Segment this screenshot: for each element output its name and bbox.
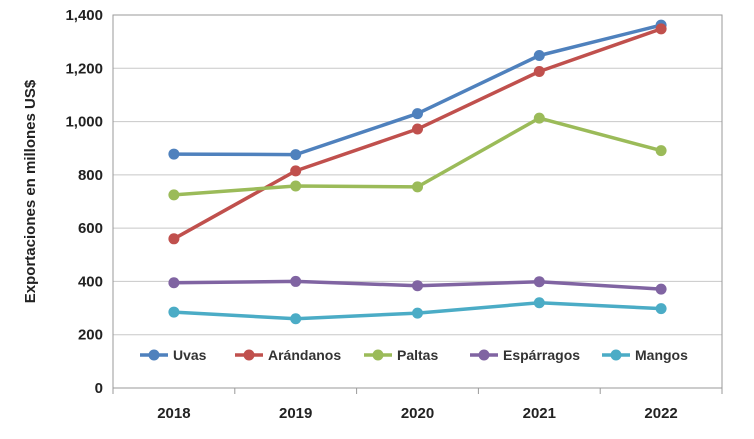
y-tick-label: 800 bbox=[78, 167, 103, 184]
y-tick-label: 600 bbox=[78, 220, 103, 237]
data-point bbox=[290, 180, 302, 192]
data-point bbox=[655, 23, 667, 35]
series-line bbox=[172, 23, 663, 157]
data-point bbox=[290, 313, 302, 325]
data-point bbox=[655, 303, 667, 315]
legend-marker bbox=[243, 349, 255, 361]
x-tick-label: 2019 bbox=[279, 405, 312, 422]
y-tick-label: 1,400 bbox=[65, 7, 103, 24]
data-point bbox=[290, 149, 302, 161]
data-point bbox=[168, 306, 180, 318]
data-point bbox=[655, 145, 667, 157]
x-tick-label: 2021 bbox=[523, 405, 556, 422]
gridlines bbox=[113, 14, 722, 389]
y-tick-label: 1,000 bbox=[65, 114, 103, 131]
data-point bbox=[168, 277, 180, 289]
legend-label: Espárragos bbox=[503, 347, 580, 363]
legend-item: Arándanos bbox=[235, 347, 341, 363]
legend-label: Mangos bbox=[635, 347, 688, 363]
y-tick-label: 0 bbox=[95, 380, 103, 397]
y-tick-label: 400 bbox=[78, 273, 103, 290]
legend-item: Mangos bbox=[602, 347, 688, 363]
data-point bbox=[412, 280, 423, 292]
y-tick-label: 1,200 bbox=[65, 60, 103, 77]
legend-marker bbox=[372, 349, 384, 361]
data-point bbox=[412, 108, 423, 120]
x-tick-label: 2018 bbox=[157, 405, 190, 422]
data-point bbox=[290, 275, 302, 287]
data-point bbox=[412, 307, 423, 319]
data-point bbox=[412, 123, 423, 135]
legend-marker bbox=[148, 349, 160, 361]
series-esparragos bbox=[168, 275, 667, 295]
x-tick-label: 2020 bbox=[401, 405, 434, 422]
series-mangos bbox=[168, 297, 667, 325]
legend-label: Uvas bbox=[173, 347, 207, 363]
series-paltas bbox=[168, 112, 667, 201]
y-tick-label: 200 bbox=[78, 327, 103, 344]
data-point bbox=[168, 189, 180, 201]
legend-item: Espárragos bbox=[470, 347, 580, 363]
plot-area-border bbox=[112, 14, 723, 389]
series-lines bbox=[168, 19, 667, 325]
legend-marker bbox=[478, 349, 490, 361]
legend-item: Uvas bbox=[140, 347, 207, 363]
series-arandanos bbox=[168, 23, 667, 245]
legend-marker bbox=[610, 349, 622, 361]
series-uvas bbox=[168, 19, 667, 161]
data-point bbox=[168, 148, 180, 160]
legend-label: Paltas bbox=[397, 347, 438, 363]
x-tick-labels: 2018 2019 2020 2021 2022 bbox=[157, 405, 678, 422]
data-point bbox=[533, 276, 545, 288]
legend: Uvas Arándanos Paltas Espárragos Mangos bbox=[140, 347, 688, 363]
legend-label: Arándanos bbox=[268, 347, 341, 363]
data-point bbox=[533, 112, 545, 124]
data-point bbox=[412, 181, 423, 193]
data-point bbox=[533, 65, 545, 77]
y-tick-labels: 0 200 400 600 800 1,000 1,200 1,400 bbox=[65, 7, 103, 397]
data-point bbox=[290, 165, 302, 177]
x-tick-label: 2022 bbox=[644, 405, 677, 422]
data-point bbox=[168, 233, 180, 245]
axes bbox=[112, 14, 723, 394]
data-point bbox=[533, 49, 545, 61]
data-point bbox=[655, 283, 667, 295]
data-point bbox=[533, 297, 545, 309]
legend-item: Paltas bbox=[364, 347, 438, 363]
y-axis-title: Exportaciones en millones US$ bbox=[22, 79, 39, 303]
